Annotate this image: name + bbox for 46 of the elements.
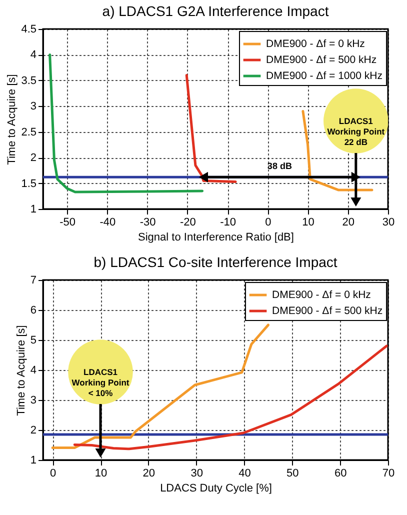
y-tick-label: 2 [30,152,36,164]
x-tick-label: -20 [180,216,196,228]
legend-label: DME900 - Δf = 0 kHz [266,38,365,50]
x-tick-label: 20 [142,468,156,480]
x-tick-label: 0 [50,468,56,480]
annotation: 38 dB [267,161,292,172]
chart-title: a) LDACS1 G2A Interference Impact [102,3,329,19]
x-tick-label: -50 [60,216,76,228]
x-tick-label: -30 [140,216,156,228]
legend-label: DME900 - Δf = 1000 kHz [266,70,382,82]
legend-label: DME900 - Δf = 0 kHz [272,289,371,301]
x-tick-label: 0 [265,216,272,228]
x-axis-title: Signal to Interference Ratio [dB] [138,232,294,244]
x-tick-label: 30 [382,216,395,228]
x-tick-label: 40 [238,468,251,480]
y-tick-label: 5 [30,334,36,346]
x-tick-label: -40 [100,216,116,228]
y-axis-title: Time to Acquire [s] [6,74,18,165]
y-tick-label: 3 [30,100,36,113]
ref-line-label: LDACS1 Working Point < 10% [72,367,130,398]
y-tick-label: 3.5 [21,74,36,87]
y-tick-label: 1 [30,204,36,216]
x-tick-label: -10 [220,216,236,228]
y-tick-label: 2.5 [21,126,36,138]
y-tick-label: 2 [30,424,36,436]
legend-label: DME900 - Δf = 500 kHz [266,54,377,66]
ref-line-label: LDACS1 Working Point 22 dB [327,116,385,147]
y-tick-label: 7 [30,274,36,286]
x-axis-title: LDACS Duty Cycle [%] [160,482,272,494]
y-tick-label: 6 [30,304,36,316]
y-tick-label: 4.5 [21,24,36,36]
x-tick-label: 70 [382,468,395,480]
x-tick-label: 10 [302,216,314,228]
y-tick-label: 1.5 [21,178,36,190]
x-tick-label: 60 [334,468,347,480]
y-tick-label: 1 [30,454,36,466]
chart-title: b) LDACS1 Co-site Interference Impact [94,254,338,270]
y-tick-label: 4 [30,49,36,62]
x-tick-label: 10 [94,468,108,480]
y-axis-title: Time to Acquire [s] [15,325,28,416]
x-tick-label: 20 [342,216,355,228]
x-tick-label: 50 [286,468,299,480]
x-tick-label: 30 [190,468,203,480]
y-tick-label: 4 [30,364,36,376]
legend-label: DME900 - Δf = 500 kHz [272,305,383,317]
y-tick-label: 3 [30,394,36,406]
